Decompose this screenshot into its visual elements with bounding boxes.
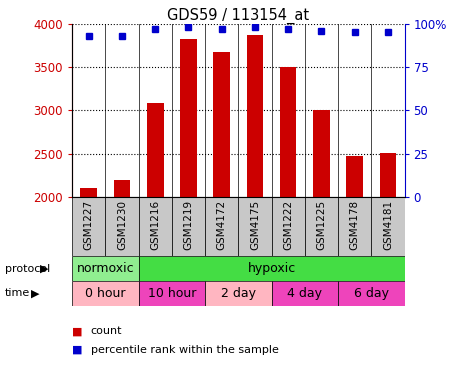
Bar [379, 153, 396, 197]
Text: ■: ■ [72, 326, 83, 336]
Text: 4 day: 4 day [287, 287, 322, 300]
Text: normoxic: normoxic [77, 262, 134, 275]
Text: 10 hour: 10 hour [147, 287, 196, 300]
Bar [272, 197, 305, 256]
Text: GSM4175: GSM4175 [250, 200, 260, 250]
Text: ▶: ▶ [31, 288, 40, 298]
Bar [205, 281, 272, 306]
Text: hypoxic: hypoxic [247, 262, 296, 275]
Bar [272, 281, 338, 306]
Bar [172, 197, 205, 256]
Text: GSM1230: GSM1230 [117, 200, 127, 250]
Bar [239, 197, 272, 256]
Bar [139, 281, 205, 306]
Bar [305, 197, 338, 256]
Text: count: count [91, 326, 122, 336]
Text: ■: ■ [72, 344, 83, 355]
Text: 6 day: 6 day [354, 287, 389, 300]
Bar [346, 156, 363, 197]
Text: GSM1225: GSM1225 [316, 200, 326, 250]
Text: GSM1216: GSM1216 [150, 200, 160, 250]
Text: GSM1219: GSM1219 [183, 200, 193, 250]
Text: 0 hour: 0 hour [85, 287, 126, 300]
Bar [72, 281, 139, 306]
Bar [105, 197, 139, 256]
Bar [280, 67, 297, 197]
Bar [80, 188, 97, 197]
Text: time: time [5, 288, 30, 298]
Bar [180, 40, 197, 197]
Bar [139, 256, 405, 281]
Bar [338, 197, 371, 256]
Text: percentile rank within the sample: percentile rank within the sample [91, 344, 279, 355]
Text: 2 day: 2 day [221, 287, 256, 300]
Bar [72, 256, 139, 281]
Text: GSM4172: GSM4172 [217, 200, 227, 250]
Bar [139, 197, 172, 256]
Text: GSM1222: GSM1222 [283, 200, 293, 250]
Bar [213, 52, 230, 197]
Text: GSM4181: GSM4181 [383, 200, 393, 250]
Title: GDS59 / 113154_at: GDS59 / 113154_at [167, 8, 309, 24]
Text: GSM1227: GSM1227 [84, 200, 94, 250]
Text: GSM4178: GSM4178 [350, 200, 360, 250]
Bar [338, 281, 405, 306]
Bar [246, 35, 263, 197]
Bar [205, 197, 239, 256]
Bar [72, 197, 105, 256]
Bar [372, 197, 405, 256]
Bar [147, 103, 164, 197]
Text: ▶: ▶ [40, 264, 48, 273]
Bar [313, 110, 330, 197]
Text: protocol: protocol [5, 264, 50, 273]
Bar [113, 180, 130, 197]
